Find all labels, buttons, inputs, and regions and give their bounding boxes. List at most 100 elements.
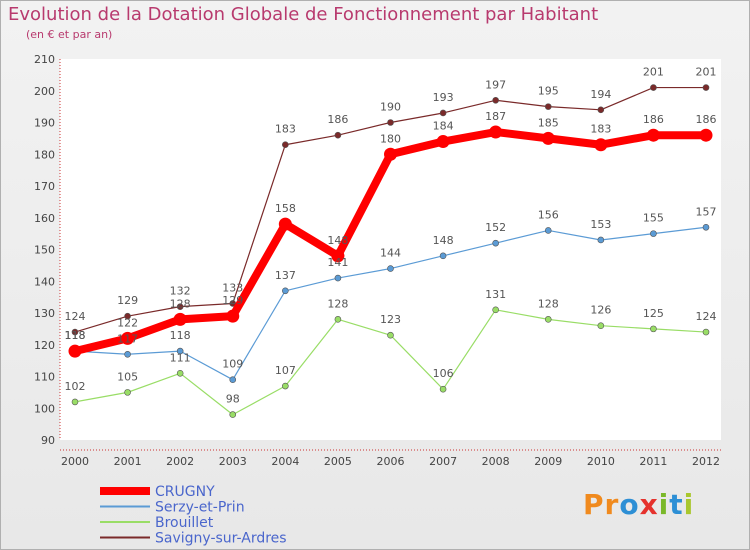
data-label: 128 — [538, 297, 559, 310]
data-point — [544, 227, 552, 234]
data-label: 183 — [275, 123, 296, 136]
data-label: 148 — [433, 234, 454, 247]
data-label: 131 — [485, 288, 506, 301]
data-label: 107 — [275, 364, 296, 377]
data-label: 111 — [170, 351, 191, 364]
data-point — [541, 131, 555, 145]
data-point — [702, 84, 710, 91]
data-label: 126 — [590, 304, 611, 317]
y-tick-label: 170 — [34, 180, 55, 193]
data-label: 148 — [327, 234, 348, 247]
y-tick-label: 180 — [34, 148, 55, 161]
data-point — [702, 328, 710, 336]
data-point — [387, 265, 394, 272]
data-point — [334, 316, 342, 323]
x-tick-label: 2005 — [324, 455, 352, 468]
data-label: 118 — [65, 329, 86, 342]
data-point — [492, 306, 499, 314]
data-label: 186 — [327, 113, 348, 126]
data-point — [176, 303, 184, 310]
y-tick-label: 110 — [34, 371, 55, 384]
data-label: 185 — [538, 116, 559, 129]
data-point — [229, 411, 237, 418]
x-tick-label: 2009 — [534, 455, 562, 468]
data-point — [650, 325, 657, 333]
x-tick-label: 2010 — [587, 455, 615, 468]
data-label: 155 — [643, 212, 664, 225]
data-label: 201 — [643, 66, 664, 79]
proxiti-logo: Proxiti — [583, 488, 695, 521]
data-point — [282, 141, 289, 149]
data-point — [121, 331, 135, 345]
data-point — [68, 344, 82, 358]
data-point — [650, 84, 657, 91]
legend-label: Serzy-et-Prin — [155, 500, 245, 516]
legend-label: Savigny-sur-Ardres — [155, 531, 287, 547]
data-point — [544, 316, 552, 323]
data-label: 186 — [643, 113, 664, 126]
data-label: 158 — [275, 202, 296, 215]
data-label: 187 — [485, 110, 506, 123]
data-point — [702, 223, 710, 231]
data-label: 125 — [643, 307, 664, 320]
data-label: 102 — [65, 380, 86, 393]
data-point — [646, 128, 660, 142]
x-tick-label: 2002 — [166, 455, 194, 468]
data-point — [650, 230, 657, 237]
data-label: 128 — [170, 297, 191, 310]
data-label: 118 — [170, 329, 191, 342]
data-label: 194 — [590, 88, 611, 101]
data-label: 128 — [327, 297, 348, 310]
data-point — [124, 350, 131, 358]
data-label: 132 — [170, 285, 191, 298]
data-label: 180 — [380, 132, 401, 145]
data-label: 124 — [65, 310, 86, 323]
data-point — [387, 119, 394, 126]
data-label: 157 — [696, 205, 717, 218]
data-point — [278, 217, 292, 231]
data-label: 98 — [226, 393, 240, 406]
data-point — [492, 96, 499, 104]
data-point — [436, 135, 450, 149]
data-point — [124, 389, 131, 396]
legend-label: CRUGNY — [155, 484, 215, 500]
chart-title: Evolution de la Dotation Globale de Fonc… — [8, 4, 599, 25]
x-tick-label: 2008 — [482, 455, 510, 468]
y-tick-label: 160 — [34, 212, 55, 225]
y-tick-label: 120 — [34, 339, 55, 352]
data-label: 201 — [696, 66, 717, 79]
data-label: 183 — [590, 123, 611, 136]
data-label: 190 — [380, 101, 401, 114]
chart-subtitle: (en € et par an) — [26, 28, 113, 41]
y-tick-label: 90 — [41, 434, 55, 447]
data-label: 117 — [117, 332, 138, 345]
data-label: 118 — [65, 329, 86, 342]
data-point — [71, 328, 79, 336]
x-tick-label: 2004 — [271, 455, 299, 468]
data-point — [597, 236, 605, 244]
data-point — [544, 103, 552, 110]
data-label: 109 — [222, 358, 243, 371]
data-label: 141 — [327, 256, 348, 269]
data-label: 144 — [380, 247, 401, 260]
data-label: 195 — [538, 85, 559, 98]
data-point — [173, 312, 187, 326]
data-point — [282, 287, 289, 295]
data-point — [176, 347, 184, 355]
legend-label: Brouillet — [155, 515, 214, 531]
data-point — [226, 309, 240, 323]
data-label: 129 — [222, 294, 243, 307]
data-point — [439, 109, 447, 117]
data-label: 133 — [222, 281, 243, 294]
data-point — [387, 331, 394, 339]
x-tick-label: 2006 — [377, 455, 405, 468]
data-label: 129 — [117, 294, 138, 307]
data-label: 193 — [433, 91, 454, 104]
y-tick-label: 140 — [34, 275, 55, 288]
data-label: 184 — [433, 120, 454, 133]
data-point — [334, 131, 342, 139]
data-label: 186 — [696, 113, 717, 126]
data-label: 197 — [485, 78, 506, 91]
data-point — [597, 322, 605, 330]
data-label: 124 — [696, 310, 717, 323]
